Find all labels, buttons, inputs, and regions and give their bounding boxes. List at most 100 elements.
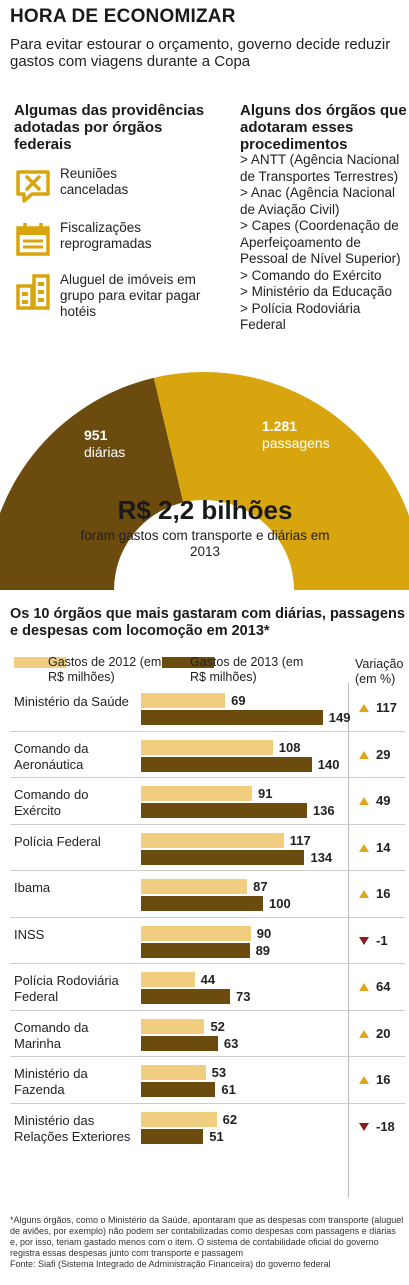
bar-2012 [141, 1111, 217, 1127]
action-text: Aluguel de imóveis em grupo para evitar … [60, 272, 201, 319]
total-amount: R$ 2,2 bilhões [117, 495, 293, 525]
legend-label-2012: Gastos de 2012 (em R$ milhões) [48, 655, 162, 684]
diarias-count-value: 951 [84, 427, 108, 443]
bar-2012 [141, 925, 251, 941]
passagens-count-label: passagens [262, 435, 330, 451]
category-label: Ibama [14, 880, 51, 895]
variation-value: -18 [376, 1118, 395, 1134]
up-arrow-icon [359, 797, 369, 805]
variation-value: 16 [376, 886, 391, 901]
action-text: Reuniões canceladas [60, 166, 129, 197]
row-separator [10, 963, 405, 964]
bar-2013-value: 61 [221, 1082, 236, 1097]
action-item-inspections: Fiscalizações reprogramadas [14, 220, 214, 268]
row-separator [10, 870, 405, 871]
bar-2013-value: 63 [223, 1035, 239, 1051]
totals-semicircle [0, 372, 409, 590]
down-arrow-icon [359, 936, 369, 945]
organs-heading: Alguns dos órgãos que adotaram esses pro… [240, 102, 407, 153]
bar-2012 [141, 739, 273, 755]
semicircle-center [114, 500, 294, 590]
bar-2012 [141, 879, 248, 894]
up-arrow-icon [359, 843, 369, 852]
bar-2012 [141, 693, 226, 708]
actions-heading: Algumas das providências adotadas por ór… [14, 102, 205, 153]
bar-2013-value: 100 [269, 896, 291, 911]
bar-2012-value: 117 [289, 832, 311, 848]
bar-2013-value: 89 [255, 942, 271, 958]
row-separator [10, 1102, 405, 1104]
category-label: Comando do Exército [14, 787, 89, 818]
category-label: Ministério da Saúde [14, 694, 129, 709]
bar-2012-value: 52 [210, 1018, 225, 1034]
bar-2013 [141, 1035, 218, 1051]
legend-swatch-2013 [162, 657, 214, 668]
organ-item: > Comando do Exército [240, 267, 382, 283]
organ-item: > Polícia Rodoviária Federal [240, 300, 361, 333]
category-label: Ministério da Fazenda [14, 1066, 88, 1097]
action-item-rentals: Aluguel de imóveis em grupo para evitar … [14, 272, 214, 328]
bar-2013 [141, 1128, 204, 1144]
bar-2013-value: 134 [310, 849, 333, 865]
action-item-meetings: Reuniões canceladas [14, 166, 214, 214]
footnote-text: *Alguns órgãos, como o Ministério da Saú… [10, 1215, 404, 1258]
up-arrow-icon [359, 1076, 369, 1084]
diarias-count-label: diárias [84, 444, 126, 460]
source-text: Fonte: Siafi (Sistema Integrado de Admin… [10, 1259, 331, 1269]
bar-2013 [141, 803, 307, 818]
bar-2012 [141, 1018, 205, 1034]
up-arrow-icon [359, 704, 369, 712]
variation-divider [348, 683, 349, 1198]
bar-2012-value: 69 [231, 693, 246, 708]
category-label: Ministério das Relações Exteriores [14, 1112, 131, 1144]
bar-2013 [141, 942, 250, 958]
legend-label-2013: Gastos de 2013 (em R$ milhões) [190, 655, 304, 684]
passagens-count: 1.281 passagens [262, 418, 330, 452]
category-label: Comando da Marinha [14, 1019, 89, 1051]
category-label: Comando da Aeronáutica [14, 740, 89, 772]
row-separator [10, 823, 405, 825]
organ-item: > Anac (Agência Nacional de Aviação Civi… [240, 185, 395, 217]
bar-2013 [141, 756, 312, 772]
bar-2013-value: 136 [312, 803, 335, 818]
legend-swatch-2012 [14, 657, 66, 668]
buildings-icon [16, 274, 50, 310]
organ-item: > Ministério da Educação [240, 284, 392, 299]
variation-header: Variação (em %) [355, 657, 404, 686]
page-title: HORA DE ECONOMIZAR [10, 6, 236, 27]
up-arrow-icon [359, 1029, 369, 1038]
bar-2013 [141, 710, 323, 725]
variation-value: 14 [376, 839, 391, 855]
chart-title: Os 10 órgãos que mais gastaram com diári… [10, 606, 405, 639]
page-subtitle: Para evitar estourar o orçamento, govern… [10, 36, 391, 70]
row-separator [10, 730, 405, 732]
bar-2012-value: 62 [222, 1111, 238, 1127]
calendar-icon [16, 223, 50, 256]
variation-value: 29 [376, 746, 391, 762]
variation-value: 20 [376, 1025, 391, 1041]
bar-2012-value: 108 [278, 739, 301, 755]
category-label: Polícia Federal [14, 833, 101, 849]
bar-2012 [141, 832, 284, 848]
variation-value: 16 [376, 1072, 391, 1087]
bar-2012-value: 53 [211, 1065, 227, 1080]
row-separator [10, 1056, 405, 1057]
bar-2013-value: 73 [236, 989, 251, 1004]
variation-value: -1 [376, 932, 388, 948]
bar-2012-value: 90 [256, 925, 272, 941]
variation-value: 64 [376, 979, 391, 994]
footnote: *Alguns órgãos, como o Ministério da Saú… [10, 1215, 405, 1270]
bar-2013-value: 51 [209, 1128, 224, 1144]
cancelled-meeting-icon [16, 170, 50, 203]
row-separator [10, 1009, 405, 1011]
up-arrow-icon [359, 983, 369, 991]
bar-2013 [141, 896, 263, 911]
organ-item: > ANTT (Agência Nacional de Transportes … [240, 152, 400, 184]
bar-2012 [141, 1065, 206, 1080]
bar-2012 [141, 786, 253, 801]
variation-value: 117 [376, 700, 397, 715]
bar-2012 [141, 972, 195, 987]
bar-2013-value: 140 [317, 756, 340, 772]
up-arrow-icon [359, 890, 369, 898]
row-separator [10, 916, 405, 918]
